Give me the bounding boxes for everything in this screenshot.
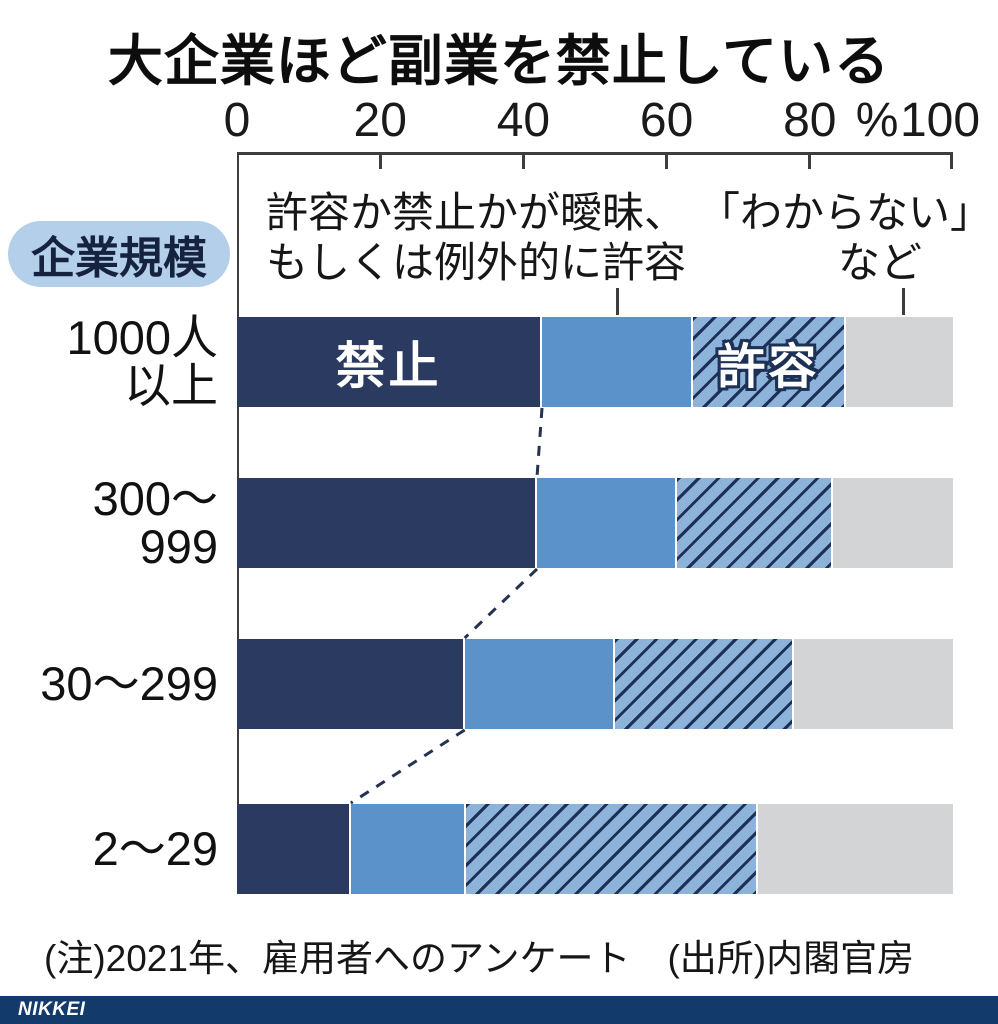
axis-tick	[378, 152, 382, 169]
bar-segment-allow	[466, 804, 759, 894]
connector-line	[535, 407, 544, 478]
bar-segment-allow: 許容	[693, 317, 846, 407]
category-label: 2〜29	[0, 804, 218, 894]
annotation-unknown-line1: 「わからない」	[697, 189, 992, 236]
note-text: (注)2021年、雇用者へのアンケート (出所)内閣官房	[44, 938, 915, 979]
axis-tick	[950, 152, 953, 169]
bar-segment-unknown	[758, 804, 953, 894]
bar-segment-unknown	[845, 317, 953, 407]
axis-tick-label: 60	[639, 94, 694, 147]
nikkei-logo: NIKKEI	[18, 999, 86, 1020]
bar-row: 禁止 許容	[237, 317, 953, 407]
axis-tick-label: 20	[353, 94, 407, 147]
axis-tick	[521, 152, 525, 169]
axis-tick	[665, 152, 669, 169]
category-label: 30〜299	[0, 639, 218, 729]
connector-line	[350, 728, 466, 805]
bar-segment-allow	[677, 478, 834, 568]
axis-unit-label: %	[855, 94, 899, 147]
bar-segment-ambiguous	[350, 804, 467, 894]
category-label: 300〜 999	[0, 472, 218, 573]
annotation-ambiguous-line1: 許容か禁止かが曖昧、	[266, 189, 687, 236]
bar-row	[237, 478, 953, 568]
bar-segment-ban	[237, 804, 351, 894]
axis-tick-label: 100	[899, 94, 981, 147]
category-label-line: 以上	[124, 359, 218, 412]
axis-tick	[808, 152, 812, 169]
annotation-ambiguous-line2: もしくは例外的に許容	[266, 239, 687, 286]
annotation-ambiguous: 許容か禁止かが曖昧、 もしくは例外的に許容	[266, 188, 686, 288]
pointer-line-ambiguous	[616, 288, 620, 315]
axis-tick-label: 40	[496, 94, 551, 147]
bar-segment-ban: 禁止	[237, 317, 543, 407]
annotation-unknown: 「わからない」 など	[698, 188, 992, 288]
legend-company-size: 企業規模	[8, 221, 230, 287]
bar-segment-ambiguous	[537, 478, 678, 568]
bar-row	[237, 639, 953, 729]
axis-tick-label: 80	[783, 94, 837, 147]
bar-segment-label: 許容	[717, 341, 820, 394]
bar-segment-label: 禁止	[335, 338, 442, 394]
bar-segment-ban	[237, 478, 537, 568]
axis-line	[237, 152, 953, 155]
bar-segment-ban	[237, 639, 465, 729]
bar-segment-allow	[615, 639, 795, 729]
pointer-line-unknown	[901, 288, 905, 315]
bar-segment-ambiguous	[542, 317, 694, 407]
chart-title: 大企業ほど副業を禁止している	[107, 30, 891, 92]
annotation-unknown-line2: など	[837, 239, 922, 286]
category-label-line: 999	[139, 520, 218, 573]
bar-row	[237, 804, 953, 894]
axis-tick-label: 0	[223, 94, 251, 147]
bar-segment-unknown	[794, 639, 953, 729]
category-label: 1000人 以上	[0, 311, 218, 412]
category-label-line: 1000人	[66, 311, 218, 364]
nikkei-footer: NIKKEI	[0, 996, 998, 1024]
connector-line	[463, 567, 539, 640]
category-label-line: 30〜299	[40, 657, 218, 710]
category-label-line: 2〜29	[92, 822, 218, 875]
category-label-line: 300〜	[92, 472, 218, 525]
bar-segment-ambiguous	[464, 639, 616, 729]
bar-segment-unknown	[833, 478, 953, 568]
